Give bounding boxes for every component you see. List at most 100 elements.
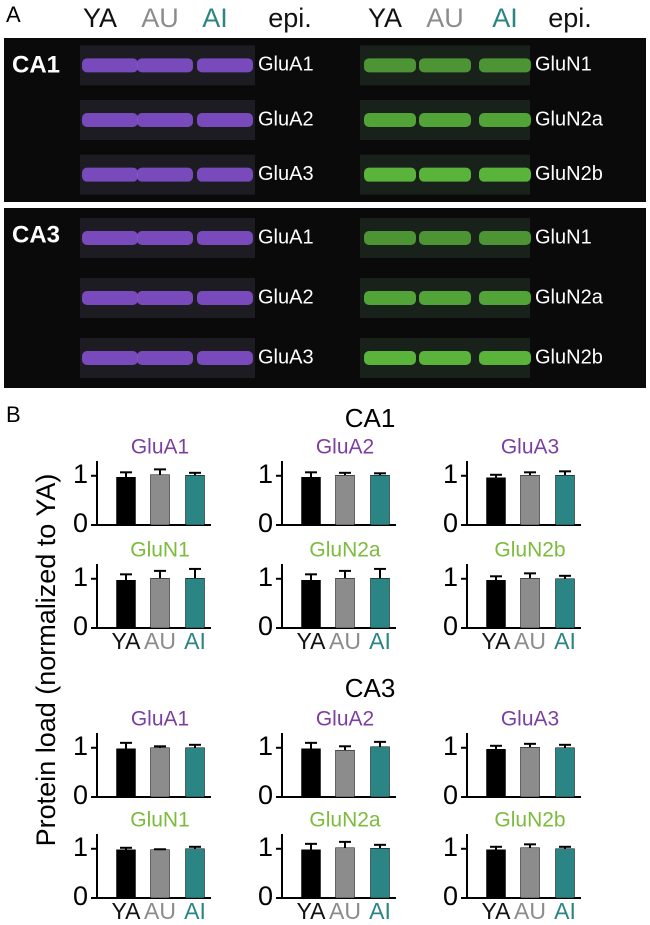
error-bar (490, 845, 502, 850)
error-bar (524, 742, 536, 748)
error-bar (374, 472, 386, 476)
blot-band (197, 231, 253, 245)
bar (150, 747, 170, 798)
blot-band (419, 351, 471, 365)
bar (486, 748, 506, 798)
blot-band (419, 231, 471, 245)
error-bar (374, 843, 386, 849)
x-tick-label: YA (112, 898, 142, 924)
lane-header: AI (202, 3, 228, 33)
bar (301, 849, 321, 899)
blot-band (364, 58, 416, 73)
bar (116, 476, 136, 526)
lane-header: AI (492, 3, 518, 33)
y-tick-label: 1 (258, 832, 273, 862)
protein-label: GluA1 (258, 226, 314, 248)
bar (486, 477, 506, 526)
y-axis-label: Protein load (normalized to YA) (31, 474, 61, 847)
error-bar (305, 471, 317, 478)
error-bar (559, 743, 571, 748)
x-tick-label: AI (369, 628, 391, 654)
error-bar (120, 741, 132, 749)
y-tick-label: 1 (73, 731, 88, 761)
chart-title: GluN2a (309, 539, 381, 562)
bar (185, 578, 205, 629)
error-bar (559, 470, 571, 476)
error-bar (189, 471, 201, 476)
chart-title: GluN1 (130, 539, 190, 562)
y-tick-label: 1 (443, 731, 458, 761)
y-tick-label: 0 (73, 881, 88, 911)
error-bar (374, 740, 386, 747)
blot-band (197, 58, 253, 73)
chart-title: GluA2 (316, 708, 374, 731)
blot-band (419, 113, 471, 127)
y-tick-label: 1 (258, 459, 273, 489)
error-bar (524, 843, 536, 848)
error-bar (120, 573, 132, 581)
error-bar (339, 471, 351, 476)
error-bar (339, 840, 351, 848)
y-tick-label: 1 (258, 562, 273, 592)
error-bar (154, 745, 166, 748)
bar (520, 747, 540, 798)
y-tick-label: 0 (258, 508, 273, 538)
error-bar (339, 569, 351, 579)
y-tick-label: 0 (443, 881, 458, 911)
bar (486, 579, 506, 629)
error-bar (559, 845, 571, 849)
y-tick-label: 0 (73, 611, 88, 641)
blot-band (82, 113, 138, 127)
chart-title: GluN2b (494, 809, 565, 832)
x-tick-label: YA (482, 628, 512, 654)
section-title: CA1 (345, 403, 396, 433)
y-tick-label: 0 (258, 611, 273, 641)
protein-label: GluA3 (258, 346, 314, 368)
blot-band (364, 231, 416, 245)
panel-label: B (6, 402, 21, 427)
bar (116, 849, 136, 899)
x-tick-label: AI (554, 898, 576, 924)
chart-title: GluA2 (316, 436, 374, 459)
blot-band (479, 113, 531, 127)
bar (555, 747, 575, 798)
blot-band (82, 231, 138, 245)
region-label: CA1 (12, 51, 60, 78)
bar (335, 578, 355, 629)
error-bar (154, 569, 166, 579)
lane-header: YA (368, 3, 402, 33)
error-bar (374, 567, 386, 579)
x-tick-label: AU (144, 628, 176, 654)
y-tick-label: 0 (443, 508, 458, 538)
x-tick-label: AU (329, 898, 361, 924)
x-tick-label: YA (112, 628, 142, 654)
y-tick-label: 1 (443, 459, 458, 489)
y-tick-label: 0 (258, 780, 273, 810)
lane-header: AU (141, 3, 179, 33)
blot-band (364, 291, 416, 305)
protein-label: GluA2 (258, 108, 314, 130)
blot-band (197, 167, 253, 182)
y-tick-label: 1 (443, 562, 458, 592)
x-tick-label: AU (514, 898, 546, 924)
bar (370, 578, 390, 629)
bar (520, 475, 540, 526)
bar (150, 578, 170, 629)
bar (185, 747, 205, 798)
x-tick-label: AI (369, 898, 391, 924)
bar (301, 748, 321, 798)
lane-header: AU (426, 3, 464, 33)
bar (370, 475, 390, 526)
y-tick-label: 0 (443, 611, 458, 641)
error-bar (524, 471, 536, 476)
region-label: CA3 (12, 221, 60, 248)
error-bar (154, 468, 166, 475)
x-tick-label: YA (297, 898, 327, 924)
x-tick-label: AU (329, 628, 361, 654)
x-tick-label: AU (514, 628, 546, 654)
blot-band (137, 58, 193, 73)
blot-band (364, 351, 416, 365)
protein-label: GluA1 (258, 54, 314, 76)
panel-label: A (6, 2, 21, 27)
